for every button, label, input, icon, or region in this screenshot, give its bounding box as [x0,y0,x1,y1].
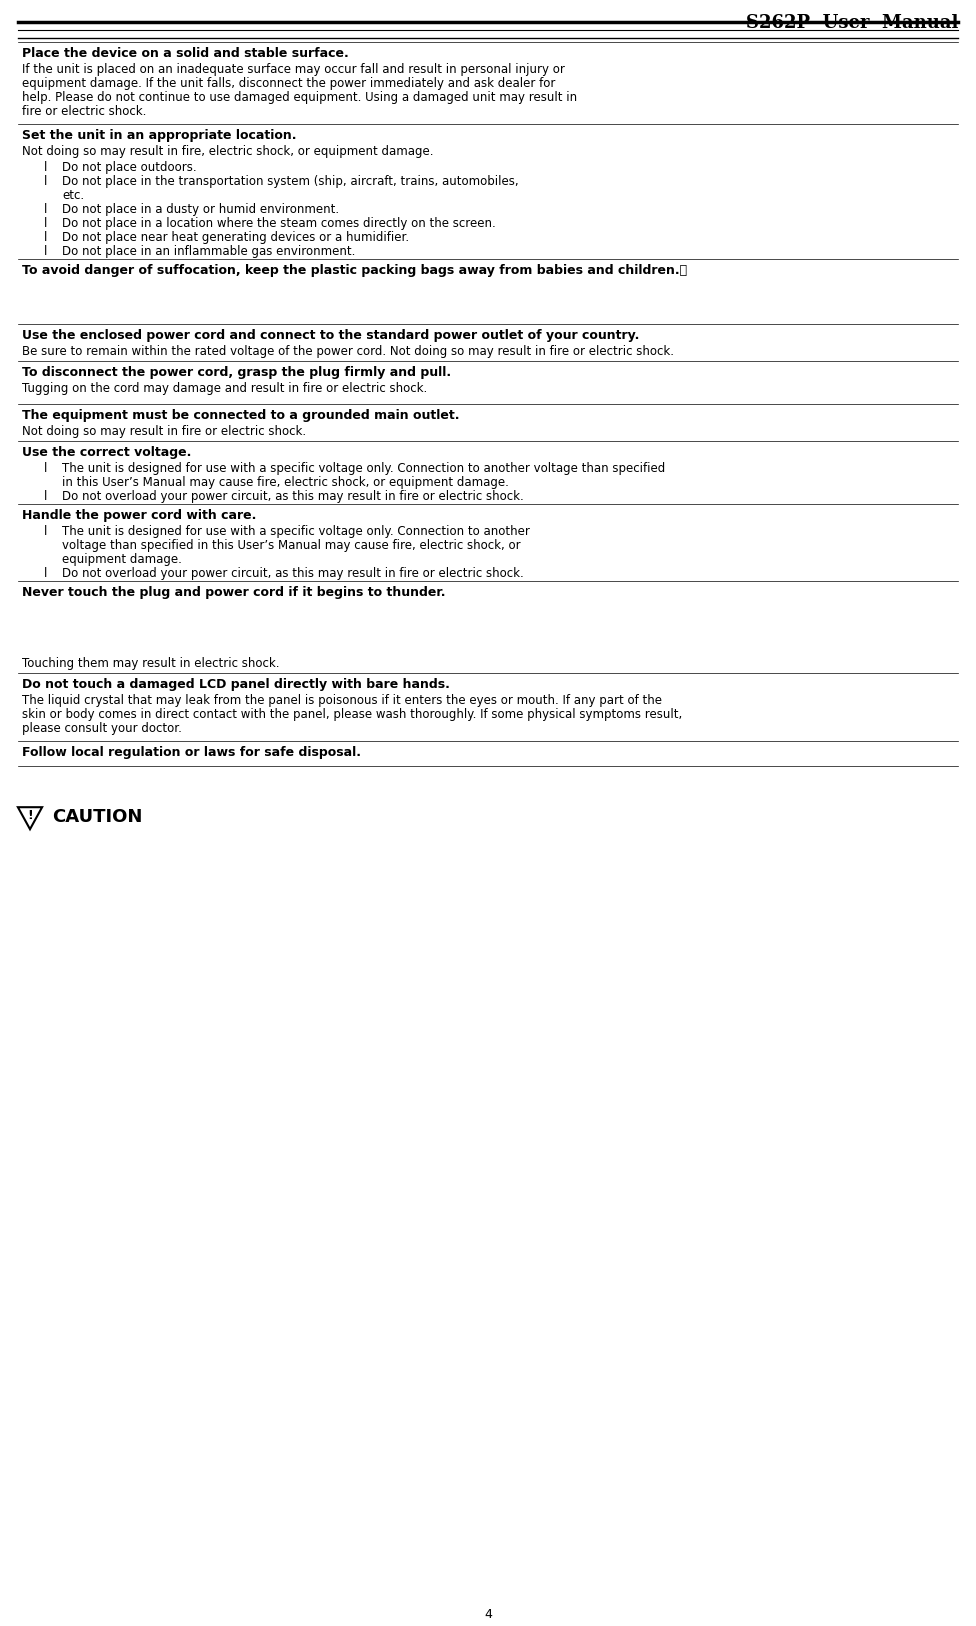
Text: The unit is designed for use with a specific voltage only. Connection to another: The unit is designed for use with a spec… [62,462,666,475]
Text: equipment damage.: equipment damage. [62,553,182,566]
Text: Do not place outdoors.: Do not place outdoors. [62,161,196,174]
Text: help. Please do not continue to use damaged equipment. Using a damaged unit may : help. Please do not continue to use dama… [22,91,577,104]
Text: skin or body comes in direct contact with the panel, please wash thoroughly. If : skin or body comes in direct contact wit… [22,707,682,720]
Text: Follow local regulation or laws for safe disposal.: Follow local regulation or laws for safe… [22,746,361,759]
Text: l: l [44,489,48,502]
Text: Do not overload your power circuit, as this may result in fire or electric shock: Do not overload your power circuit, as t… [62,489,524,502]
Text: To avoid danger of suffocation, keep the plastic packing bags away from babies a: To avoid danger of suffocation, keep the… [22,263,687,276]
Text: Not doing so may result in fire or electric shock.: Not doing so may result in fire or elect… [22,424,306,437]
Text: The liquid crystal that may leak from the panel is poisonous if it enters the ey: The liquid crystal that may leak from th… [22,694,662,707]
Text: please consult your doctor.: please consult your doctor. [22,722,182,735]
Text: Tugging on the cord may damage and result in fire or electric shock.: Tugging on the cord may damage and resul… [22,382,427,395]
Text: Use the correct voltage.: Use the correct voltage. [22,446,191,459]
Text: Do not place in an inflammable gas environment.: Do not place in an inflammable gas envir… [62,246,355,259]
Text: voltage than specified in this User’s Manual may cause fire, electric shock, or: voltage than specified in this User’s Ma… [62,538,520,551]
Text: l: l [44,567,48,580]
Text: The unit is designed for use with a specific voltage only. Connection to another: The unit is designed for use with a spec… [62,525,530,538]
Text: l: l [44,161,48,174]
Text: If the unit is placed on an inadequate surface may occur fall and result in pers: If the unit is placed on an inadequate s… [22,63,565,76]
Text: Handle the power cord with care.: Handle the power cord with care. [22,509,257,522]
Text: The equipment must be connected to a grounded main outlet.: The equipment must be connected to a gro… [22,410,460,423]
Text: l: l [44,176,48,189]
Text: S262P  User  Manual: S262P User Manual [746,15,958,33]
Text: Never touch the plug and power cord if it begins to thunder.: Never touch the plug and power cord if i… [22,585,445,598]
Text: Do not place in the transportation system (ship, aircraft, trains, automobiles,: Do not place in the transportation syste… [62,176,518,189]
Text: l: l [44,246,48,259]
Text: 4: 4 [484,1608,492,1621]
Text: Do not touch a damaged LCD panel directly with bare hands.: Do not touch a damaged LCD panel directl… [22,678,450,691]
Text: To disconnect the power cord, grasp the plug firmly and pull.: To disconnect the power cord, grasp the … [22,366,451,379]
Text: Do not place in a location where the steam comes directly on the screen.: Do not place in a location where the ste… [62,216,496,229]
Text: Touching them may result in electric shock.: Touching them may result in electric sho… [22,657,279,670]
Text: Set the unit in an appropriate location.: Set the unit in an appropriate location. [22,128,297,141]
Text: in this User’s Manual may cause fire, electric shock, or equipment damage.: in this User’s Manual may cause fire, el… [62,476,508,489]
Text: l: l [44,231,48,244]
Text: Place the device on a solid and stable surface.: Place the device on a solid and stable s… [22,47,348,60]
Text: Do not place near heat generating devices or a humidifier.: Do not place near heat generating device… [62,231,409,244]
Text: l: l [44,525,48,538]
Text: fire or electric shock.: fire or electric shock. [22,106,146,119]
Text: l: l [44,216,48,229]
Text: l: l [44,203,48,216]
Text: equipment damage. If the unit falls, disconnect the power immediately and ask de: equipment damage. If the unit falls, dis… [22,76,555,89]
Text: etc.: etc. [62,189,84,202]
Text: Be sure to remain within the rated voltage of the power cord. Not doing so may r: Be sure to remain within the rated volta… [22,345,674,358]
Text: Do not place in a dusty or humid environment.: Do not place in a dusty or humid environ… [62,203,339,216]
Text: Do not overload your power circuit, as this may result in fire or electric shock: Do not overload your power circuit, as t… [62,567,524,580]
Text: !: ! [27,808,33,821]
Text: Use the enclosed power cord and connect to the standard power outlet of your cou: Use the enclosed power cord and connect … [22,328,639,341]
Text: Not doing so may result in fire, electric shock, or equipment damage.: Not doing so may result in fire, electri… [22,145,433,158]
Text: CAUTION: CAUTION [52,808,142,826]
Text: l: l [44,462,48,475]
